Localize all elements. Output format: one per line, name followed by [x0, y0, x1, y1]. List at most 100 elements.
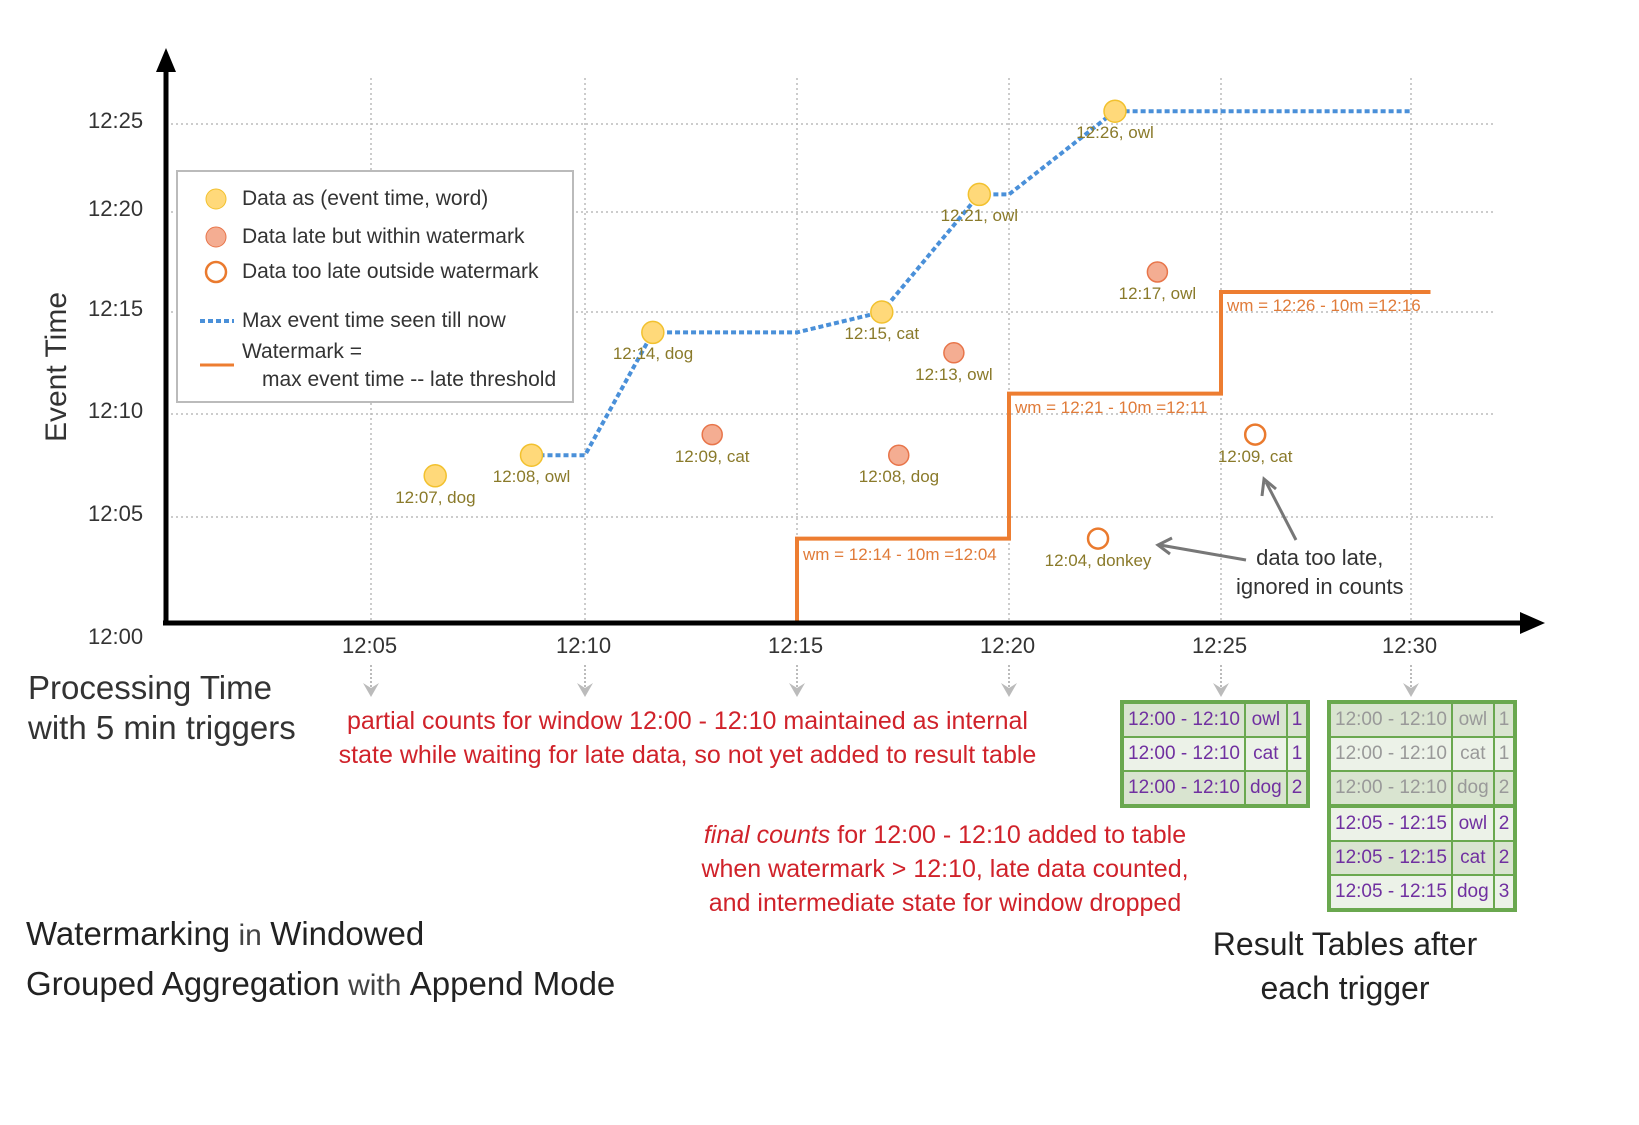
title-part: with	[339, 969, 410, 1002]
trigger-arrows	[363, 665, 1419, 697]
table-row: 12:00 - 12:10 dog 2	[1328, 770, 1517, 807]
y-axis-label: Event Time	[40, 291, 74, 443]
final-line2: when watermark > 12:10, late data counte…	[701, 855, 1189, 883]
annotation-arrows	[1155, 476, 1298, 562]
table-cell: 12:05 - 12:15	[1328, 804, 1453, 842]
on-time-data-point	[870, 300, 894, 324]
data-point-label: 12:21, owl	[940, 206, 1019, 226]
down-arrow-icon	[1403, 683, 1419, 697]
watermark-label: wm = 12:21 - 10m =12:11	[1015, 397, 1208, 417]
partial-counts-note: partial counts for window 12:00 - 12:10 …	[320, 704, 1055, 772]
x-tick-label: 12:10	[556, 633, 612, 658]
table-cell: 2	[1285, 770, 1310, 807]
on-time-data-point	[519, 443, 544, 467]
x-axis-label: Processing Time with 5 min triggers	[28, 668, 296, 748]
too-late-line1: data too late,	[1256, 545, 1384, 570]
diagram-title: Watermarking in Windowed Grouped Aggrega…	[26, 910, 615, 1010]
data-point-label: 12:09, cat	[674, 446, 750, 466]
table-cell: 12:00 - 12:10	[1328, 701, 1453, 738]
table-row: 12:00 - 12:10 cat 1	[1328, 736, 1517, 772]
result-table-1225: 12:00 - 12:10 owl 1 12:00 - 12:10 cat 1 12:00 …	[1120, 700, 1311, 808]
legend-too-late: Data too late outside watermark	[242, 260, 539, 283]
x-tick-label: 12:25	[1192, 633, 1248, 658]
table-cell: 12:00 - 12:10	[1121, 701, 1246, 738]
too-late-ring-icon	[204, 260, 228, 284]
table-row: 12:05 - 12:15 dog 3	[1328, 874, 1517, 911]
title-part: Watermarking	[26, 915, 231, 952]
legend-max: Max event time seen till now	[242, 309, 506, 332]
down-arrow-icon	[363, 683, 379, 697]
data-point-label: 12:07, dog	[395, 487, 476, 507]
table-cell: dog	[1243, 770, 1288, 807]
table-cell: dog	[1450, 874, 1495, 911]
y-tick-label: 12:25	[88, 108, 144, 133]
table-cell: 2	[1492, 770, 1517, 807]
table-cell: owl	[1450, 701, 1495, 738]
table-cell: 2	[1492, 840, 1517, 876]
table-cell: 12:00 - 12:10	[1328, 770, 1453, 807]
table-cell: 1	[1285, 701, 1310, 738]
late-dot-icon	[205, 226, 227, 248]
result-tables-caption: Result Tables after each trigger	[1200, 922, 1490, 1010]
table-cell: owl	[1450, 804, 1495, 842]
table-cell: 12:00 - 12:10	[1121, 736, 1246, 772]
table-cell: 12:05 - 12:15	[1328, 874, 1453, 911]
partial-line1: partial counts for window 12:00 - 12:10 …	[347, 707, 1028, 735]
table-cell: cat	[1243, 736, 1288, 772]
table-cell: cat	[1450, 736, 1495, 772]
watermark-step-path	[795, 290, 1431, 623]
table-cell: dog	[1450, 770, 1495, 807]
table-cell: 12:00 - 12:10	[1121, 770, 1246, 807]
final-counts-emphasis: final counts	[703, 821, 831, 849]
data-point-label: 12:17, owl	[1118, 284, 1197, 303]
table-cell: 1	[1492, 701, 1517, 738]
title-part: Windowed	[270, 915, 425, 952]
table-cell: owl	[1243, 701, 1288, 738]
final-line1: for 12:00 - 12:10 added to table	[830, 821, 1187, 849]
too-late-data-point	[1086, 527, 1110, 550]
title-part: Append Mode	[409, 965, 616, 1002]
y-tick-label: 12:10	[88, 398, 144, 423]
table-cell: cat	[1450, 840, 1495, 876]
x-axis-label-line2: with 5 min triggers	[28, 709, 296, 746]
partial-line2: state while waiting for late data, so no…	[338, 741, 1037, 769]
late-data-point	[943, 342, 965, 364]
table-cell: 12:05 - 12:15	[1328, 840, 1453, 876]
data-point-label: 12:15, cat	[844, 324, 920, 343]
y-tick-label: 12:05	[88, 501, 144, 526]
x-tick-label: 12:20	[980, 633, 1036, 658]
watermark-label: wm = 12:26 - 10m =12:16	[1227, 296, 1421, 315]
axes	[156, 48, 1545, 634]
late-data-point	[701, 423, 723, 446]
down-arrow-icon	[789, 683, 805, 697]
table-cell: 2	[1492, 804, 1517, 842]
on-time-data-point	[423, 464, 447, 488]
on-time-data-point	[967, 182, 992, 207]
title-part: Grouped Aggregation	[26, 965, 340, 1002]
x-axis-arrow-icon	[1520, 612, 1545, 634]
table-row: 12:00 - 12:10 owl 1	[1121, 701, 1310, 738]
on-time-data-point	[1103, 99, 1127, 123]
table-cell: 12:00 - 12:10	[1328, 736, 1453, 772]
legend-wm-1: Watermark =	[242, 340, 362, 363]
on-time-dot-icon	[205, 188, 227, 210]
late-data-point	[888, 444, 910, 466]
caption-line2: each trigger	[1260, 970, 1430, 1006]
data-points	[423, 99, 1267, 550]
legend-late: Data late but within watermark	[242, 225, 525, 248]
data-point-label: 12:08, dog	[858, 467, 940, 487]
caption-line1: Result Tables after	[1212, 926, 1478, 962]
data-point-label: 12:04, donkey	[1044, 550, 1152, 570]
table-row: 12:05 - 12:15 cat 2	[1328, 840, 1517, 876]
on-time-data-point	[641, 320, 665, 345]
x-tick-label: 12:05	[342, 633, 398, 658]
watermark-label: wm = 12:14 - 10m =12:04	[803, 544, 997, 564]
down-arrow-icon	[1213, 683, 1229, 697]
max-event-polyline	[531, 109, 1411, 458]
too-late-annotation: data too late, ignored in counts	[1236, 543, 1404, 601]
result-table-1230: 12:00 - 12:10 owl 1 12:00 - 12:10 cat 1 12:00 …	[1327, 700, 1518, 912]
table-row: 12:00 - 12:10 cat 1	[1121, 736, 1310, 772]
too-late-data-point	[1243, 423, 1267, 446]
y-axis-arrow-icon	[156, 48, 176, 72]
